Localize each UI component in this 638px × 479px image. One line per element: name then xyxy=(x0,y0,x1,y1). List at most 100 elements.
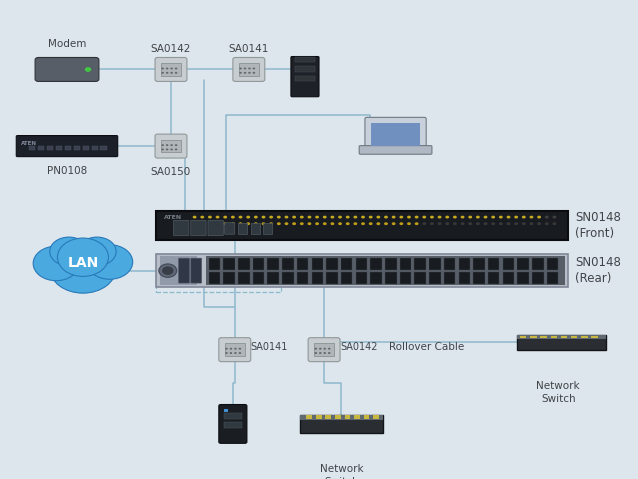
Bar xyxy=(520,336,526,339)
FancyBboxPatch shape xyxy=(547,272,558,284)
Circle shape xyxy=(50,243,116,293)
FancyBboxPatch shape xyxy=(223,272,235,284)
Circle shape xyxy=(461,222,464,225)
Text: ATEN: ATEN xyxy=(21,141,38,146)
Circle shape xyxy=(346,216,350,218)
FancyBboxPatch shape xyxy=(370,258,382,270)
Circle shape xyxy=(553,216,556,218)
Circle shape xyxy=(453,216,457,218)
Circle shape xyxy=(239,348,241,350)
Bar xyxy=(206,256,565,285)
Circle shape xyxy=(438,216,441,218)
Circle shape xyxy=(323,348,326,350)
Circle shape xyxy=(269,222,273,225)
Circle shape xyxy=(361,216,365,218)
Circle shape xyxy=(407,222,411,225)
FancyBboxPatch shape xyxy=(415,272,426,284)
Circle shape xyxy=(166,72,168,74)
Circle shape xyxy=(308,216,311,218)
FancyBboxPatch shape xyxy=(532,272,544,284)
Circle shape xyxy=(484,216,487,218)
Circle shape xyxy=(319,348,322,350)
Circle shape xyxy=(166,144,168,146)
Circle shape xyxy=(269,216,273,218)
FancyBboxPatch shape xyxy=(532,258,544,270)
Circle shape xyxy=(537,222,541,225)
Circle shape xyxy=(537,216,541,218)
Bar xyxy=(591,336,598,339)
Circle shape xyxy=(484,222,487,225)
Circle shape xyxy=(522,216,526,218)
Circle shape xyxy=(384,222,388,225)
FancyBboxPatch shape xyxy=(459,272,470,284)
Text: LAN: LAN xyxy=(68,256,98,271)
FancyBboxPatch shape xyxy=(282,272,293,284)
Bar xyxy=(530,336,537,339)
FancyBboxPatch shape xyxy=(517,335,606,350)
FancyBboxPatch shape xyxy=(359,146,432,154)
FancyBboxPatch shape xyxy=(547,258,558,270)
Text: SA0150: SA0150 xyxy=(151,167,191,177)
Circle shape xyxy=(415,216,419,218)
FancyBboxPatch shape xyxy=(400,258,412,270)
Circle shape xyxy=(353,216,357,218)
Bar xyxy=(517,335,606,340)
Bar xyxy=(160,256,197,285)
Circle shape xyxy=(285,216,288,218)
Bar xyxy=(354,415,360,419)
FancyBboxPatch shape xyxy=(415,258,426,270)
Circle shape xyxy=(499,216,503,218)
Circle shape xyxy=(545,222,549,225)
Circle shape xyxy=(231,216,235,218)
FancyBboxPatch shape xyxy=(267,258,279,270)
Text: Rollover Cable: Rollover Cable xyxy=(389,342,464,352)
Bar xyxy=(540,336,547,339)
Circle shape xyxy=(170,72,173,74)
Text: SN0148
(Rear): SN0148 (Rear) xyxy=(575,256,621,285)
FancyBboxPatch shape xyxy=(223,258,235,270)
Circle shape xyxy=(175,144,177,146)
Circle shape xyxy=(499,222,503,225)
Bar xyxy=(373,415,379,419)
Circle shape xyxy=(422,216,426,218)
Circle shape xyxy=(328,348,330,350)
Circle shape xyxy=(254,216,258,218)
Text: SA0142: SA0142 xyxy=(340,342,378,352)
Bar xyxy=(224,413,242,419)
Circle shape xyxy=(85,67,91,72)
Circle shape xyxy=(468,222,472,225)
Circle shape xyxy=(239,222,242,225)
Circle shape xyxy=(208,216,212,218)
FancyBboxPatch shape xyxy=(208,220,223,236)
Circle shape xyxy=(262,216,265,218)
Circle shape xyxy=(445,222,449,225)
Circle shape xyxy=(161,148,164,150)
Circle shape xyxy=(346,222,350,225)
FancyBboxPatch shape xyxy=(503,272,514,284)
FancyBboxPatch shape xyxy=(300,415,383,433)
FancyBboxPatch shape xyxy=(282,258,293,270)
Circle shape xyxy=(453,222,457,225)
Circle shape xyxy=(161,72,164,74)
Bar xyxy=(83,146,89,150)
Bar xyxy=(239,63,259,76)
Circle shape xyxy=(216,222,219,225)
Circle shape xyxy=(87,245,133,279)
FancyBboxPatch shape xyxy=(156,211,568,240)
Bar xyxy=(306,415,312,419)
Circle shape xyxy=(514,222,518,225)
FancyBboxPatch shape xyxy=(488,258,500,270)
Circle shape xyxy=(491,216,495,218)
Bar xyxy=(92,146,98,150)
Text: Network
Switch: Network Switch xyxy=(537,381,580,404)
Circle shape xyxy=(445,216,449,218)
Circle shape xyxy=(476,216,480,218)
Circle shape xyxy=(384,216,388,218)
Circle shape xyxy=(246,216,250,218)
FancyBboxPatch shape xyxy=(341,258,352,270)
FancyBboxPatch shape xyxy=(156,254,568,287)
Circle shape xyxy=(244,72,246,74)
Bar xyxy=(29,146,35,150)
Circle shape xyxy=(253,72,255,74)
Bar xyxy=(371,123,420,146)
